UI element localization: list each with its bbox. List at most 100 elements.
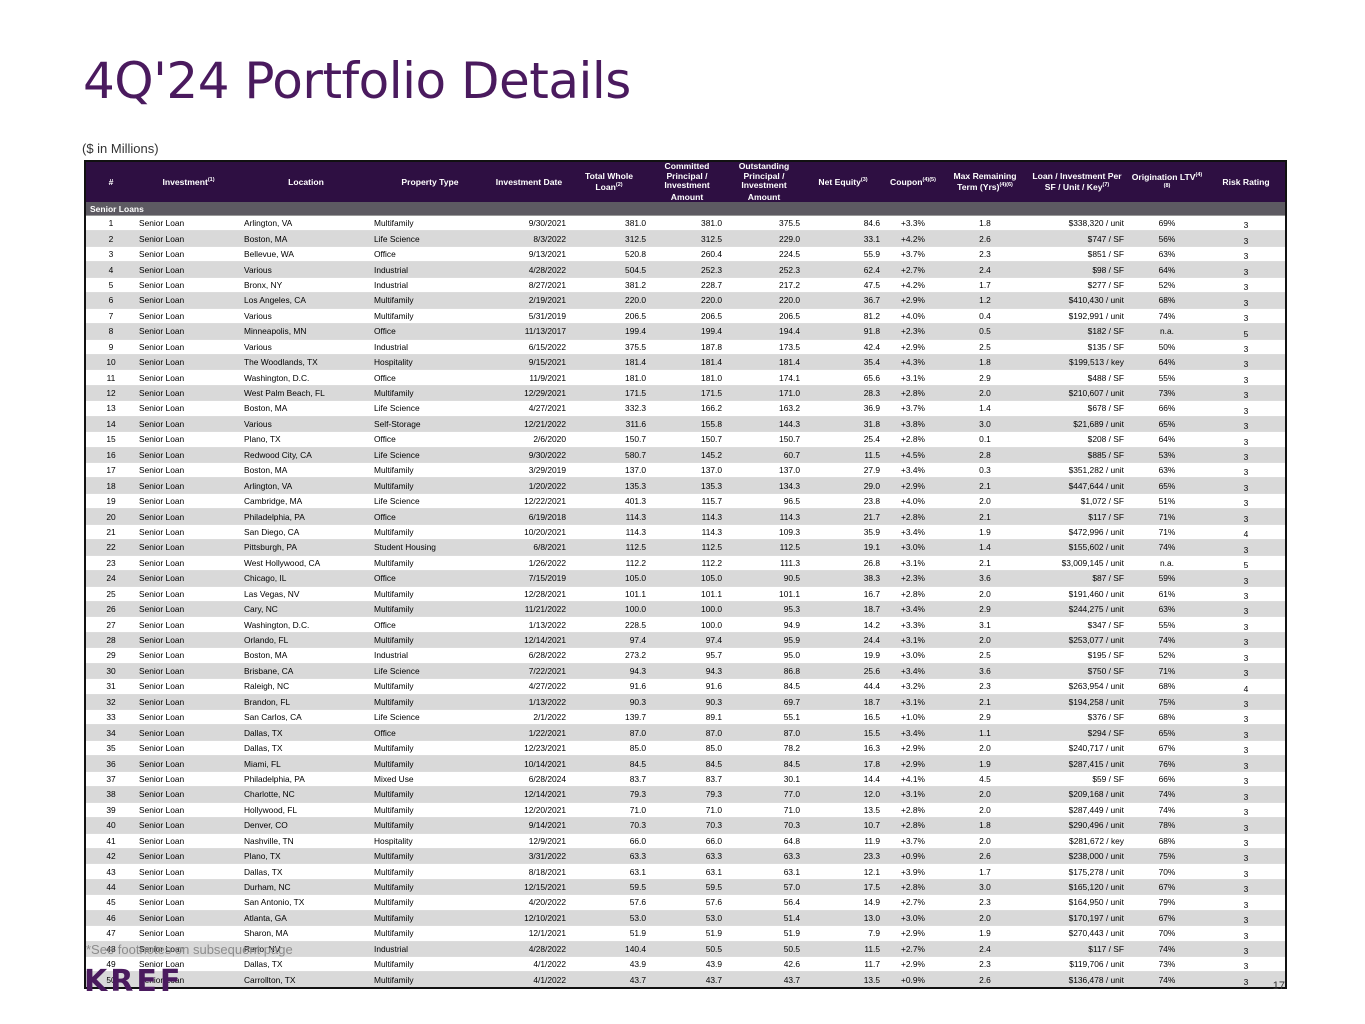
table-cell: 20 xyxy=(86,508,136,525)
table-cell: San Antonio, TX xyxy=(241,894,371,911)
table-cell: +2.7% xyxy=(883,894,943,911)
table-cell: 63.1 xyxy=(725,863,803,880)
table-cell: Multifamily xyxy=(371,524,489,541)
table-cell: 3 xyxy=(1207,771,1285,788)
table-cell: 14.9 xyxy=(803,894,883,911)
table-cell: 83.7 xyxy=(649,771,725,788)
table-cell: Office xyxy=(371,323,489,340)
table-cell: Boston, MA xyxy=(241,462,371,479)
table-cell: 19 xyxy=(86,493,136,510)
table-cell: Atlanta, GA xyxy=(241,910,371,927)
table-cell: Dallas, TX xyxy=(241,724,371,741)
table-row: 24 Senior Loan Chicago, IL Office 7/15/2019 1… xyxy=(86,570,1285,587)
table-cell: 83.7 xyxy=(569,771,649,788)
table-cell: $191,460 / unit xyxy=(1027,586,1127,602)
table-cell: $294 / SF xyxy=(1027,724,1127,741)
table-cell: 2.3 xyxy=(943,956,1027,973)
table-cell: 68% xyxy=(1127,292,1207,309)
table-cell: 3 xyxy=(1207,508,1285,525)
table-cell: 44.4 xyxy=(803,678,883,695)
table-cell: Multifamily xyxy=(371,292,489,309)
table-cell: 78% xyxy=(1127,817,1207,834)
table-cell: 69% xyxy=(1127,215,1207,232)
column-header-label: Total Whole Loan xyxy=(584,170,634,192)
table-cell: +3.4% xyxy=(883,724,943,741)
table-cell: 1.2 xyxy=(943,292,1027,309)
table-cell: 0.5 xyxy=(943,323,1027,340)
table-cell: +1.0% xyxy=(883,709,943,726)
table-row: 38 Senior Loan Charlotte, NC Multifamily 12/… xyxy=(86,786,1285,803)
table-cell: +4.2% xyxy=(883,277,943,294)
table-cell: Life Science xyxy=(371,709,489,726)
table-cell: 51% xyxy=(1127,493,1207,510)
table-cell: 150.7 xyxy=(649,431,725,448)
table-cell: 71% xyxy=(1127,663,1207,680)
table-cell: +2.3% xyxy=(883,570,943,587)
table-cell: 71.0 xyxy=(569,802,649,819)
table-cell: 23.3 xyxy=(803,848,883,865)
table-cell: 3 xyxy=(1207,647,1285,664)
table-cell: 3/29/2019 xyxy=(489,462,569,479)
table-cell: 18 xyxy=(86,477,136,494)
table-cell: 4/28/2022 xyxy=(489,261,569,278)
table-cell: +3.1% xyxy=(883,632,943,649)
table-cell: 112.2 xyxy=(569,555,649,572)
table-cell: 3 xyxy=(1207,786,1285,803)
table-cell: 3 xyxy=(1207,894,1285,911)
table-cell: $277 / SF xyxy=(1027,277,1127,294)
table-cell: $117 / SF xyxy=(1027,941,1127,958)
table-cell: 7 xyxy=(86,308,136,325)
column-header: Risk Rating xyxy=(1207,162,1285,202)
table-cell: 3 xyxy=(1207,755,1285,772)
table-cell: 181.4 xyxy=(569,354,649,371)
table-cell: 74% xyxy=(1127,308,1207,325)
table-cell: Office xyxy=(371,431,489,448)
footnote-marker: (7) xyxy=(1102,182,1110,189)
table-row: 39 Senior Loan Hollywood, FL Multifamily 12/… xyxy=(86,802,1285,819)
table-cell: Senior Loan xyxy=(136,863,241,880)
table-cell: Brandon, FL xyxy=(241,694,371,711)
table-cell: 112.5 xyxy=(725,539,803,556)
table-cell: Multifamily xyxy=(371,586,489,602)
table-cell: Senior Loan xyxy=(136,833,241,849)
table-cell: 73% xyxy=(1127,956,1207,973)
table-cell: 12/29/2021 xyxy=(489,385,569,402)
table-cell: 74% xyxy=(1127,539,1207,556)
table-cell: 3 xyxy=(1207,277,1285,294)
table-cell: 6/8/2021 xyxy=(489,539,569,556)
table-cell: 381.0 xyxy=(569,215,649,232)
table-cell: 11.7 xyxy=(803,956,883,973)
table-cell: Office xyxy=(371,246,489,263)
table-row: 44 Senior Loan Durham, NC Multifamily 12/15/… xyxy=(86,879,1285,896)
table-cell: 95.7 xyxy=(649,647,725,664)
table-cell: Senior Loan xyxy=(136,369,241,386)
table-cell: 24.4 xyxy=(803,632,883,649)
table-cell: Various xyxy=(241,339,371,355)
table-cell: 1 xyxy=(86,215,136,232)
table-cell: Multifamily xyxy=(371,925,489,942)
table-cell: 47.5 xyxy=(803,277,883,294)
table-cell: +4.0% xyxy=(883,493,943,510)
table-cell: Senior Loan xyxy=(136,447,241,464)
table-cell: $175,278 / unit xyxy=(1027,863,1127,880)
table-cell: 79.3 xyxy=(569,786,649,803)
table-cell: 24 xyxy=(86,570,136,587)
table-cell: 194.4 xyxy=(725,323,803,340)
table-cell: 7.9 xyxy=(803,925,883,942)
table-cell: Senior Loan xyxy=(136,956,241,973)
table-cell: 12.0 xyxy=(803,786,883,803)
table-cell: $244,275 / unit xyxy=(1027,601,1127,618)
table-cell: Multifamily xyxy=(371,215,489,232)
table-cell: 3 xyxy=(1207,416,1285,433)
table-cell: Senior Loan xyxy=(136,555,241,572)
table-cell: 1.9 xyxy=(943,524,1027,541)
table-cell: 71.0 xyxy=(649,802,725,819)
table-cell: 0.4 xyxy=(943,308,1027,325)
table-cell: Senior Loan xyxy=(136,354,241,371)
table-row: 35 Senior Loan Dallas, TX Multifamily 12/23/… xyxy=(86,740,1285,757)
table-cell: 145.2 xyxy=(649,447,725,464)
table-cell: $1,072 / SF xyxy=(1027,493,1127,510)
table-cell: Reno, NV xyxy=(241,941,371,958)
table-cell: Pittsburgh, PA xyxy=(241,539,371,556)
table-cell: +3.4% xyxy=(883,524,943,541)
